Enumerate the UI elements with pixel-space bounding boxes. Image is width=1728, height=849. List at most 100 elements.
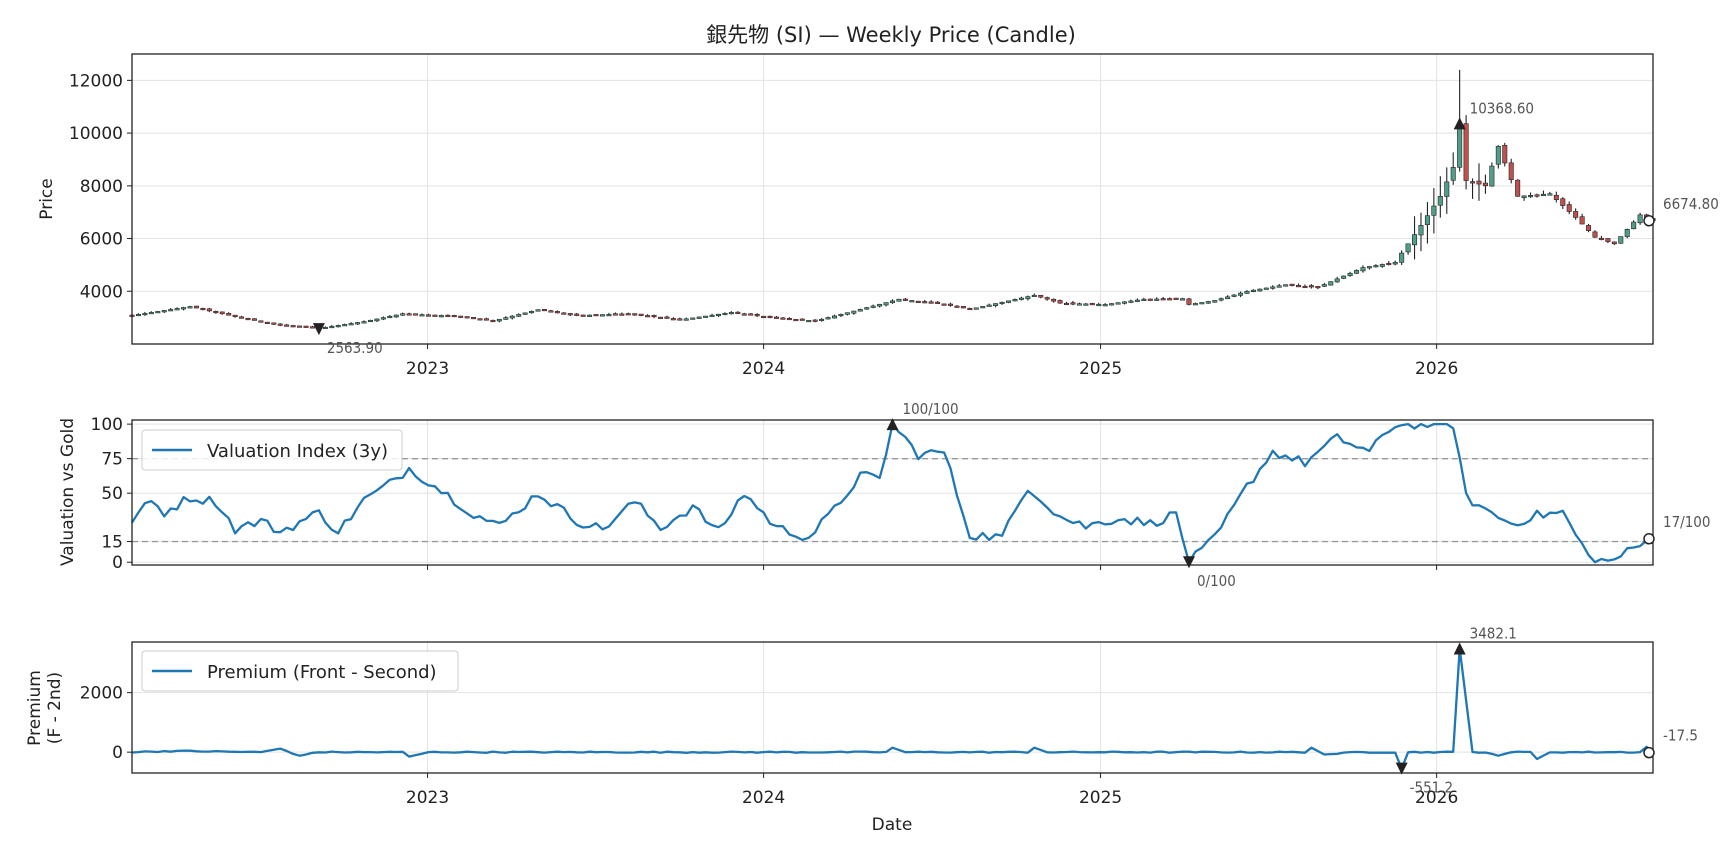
candle-body (1457, 123, 1463, 168)
max-annotation: 10368.60 (1470, 99, 1534, 117)
candle-body (554, 311, 560, 314)
candle-body (529, 311, 535, 314)
candle-body (1244, 290, 1250, 294)
candle-body (367, 319, 373, 323)
candle-body (1283, 284, 1289, 287)
candle-body (239, 316, 245, 319)
candle-body (471, 317, 477, 320)
last-annotation: 17/100 (1663, 513, 1710, 531)
candle-body (1405, 243, 1411, 253)
last-annotation: -17.5 (1663, 727, 1698, 745)
candle-body (200, 307, 206, 311)
min-marker (1395, 762, 1408, 775)
candle-body (864, 307, 870, 310)
candle-body (748, 313, 754, 316)
candle-body (651, 315, 657, 318)
price-y-tick-label: 8000 (80, 177, 123, 197)
candle-body (786, 317, 792, 321)
candle-body (844, 312, 850, 315)
candle-body (174, 308, 180, 311)
candle-body (870, 305, 876, 308)
candle-body (1025, 296, 1031, 300)
premium-y-tick-label: 0 (112, 743, 123, 763)
candle-body (561, 312, 567, 315)
candle-body (425, 314, 431, 317)
candle-body (1566, 204, 1572, 212)
premium-ylabel-line2: (F - 2nd) (45, 672, 65, 744)
candle-body (1102, 304, 1108, 307)
premium-plot-frame (131, 641, 1654, 774)
candle-body (1167, 298, 1173, 301)
candle-body (1328, 281, 1334, 286)
candle-body (277, 323, 283, 326)
candle-body (1502, 145, 1508, 164)
price-ylabel: Price (37, 178, 57, 219)
premium-x-tick-label: 2026 (1415, 788, 1458, 808)
candle-body (1096, 303, 1102, 307)
candle-body (1495, 145, 1501, 165)
valuation-legend: Valuation Index (3y) (141, 429, 403, 471)
candle-body (696, 316, 702, 319)
candle-body (1437, 196, 1443, 206)
price-grid (132, 54, 1653, 344)
candle-body (1302, 285, 1308, 289)
candle-body (1308, 285, 1314, 288)
candle-body (1553, 194, 1559, 200)
candle-body (606, 314, 612, 317)
candle-body (322, 326, 328, 330)
candle-body (335, 325, 341, 328)
chart-title: 銀先物 (SI) — Weekly Price (Candle) (706, 23, 1076, 47)
candle-body (625, 313, 631, 316)
candle-body (1064, 302, 1070, 306)
candle-body (1122, 301, 1128, 304)
candle-body (213, 311, 219, 314)
candle-body (187, 306, 193, 309)
candle-body (400, 313, 406, 316)
candle-body (1006, 300, 1012, 303)
candle-body (161, 310, 167, 313)
candle-body (1031, 294, 1037, 298)
candle-body (1083, 303, 1089, 306)
candle-body (1018, 297, 1024, 300)
candle-body (677, 318, 683, 321)
candle-body (380, 317, 386, 320)
candle-body (503, 317, 509, 320)
candle-body (1611, 241, 1617, 245)
candle-body (168, 309, 174, 312)
candle-body (342, 324, 348, 327)
candle-body (857, 309, 863, 312)
candle-body (206, 308, 212, 312)
min-annotation: 2563.90 (327, 339, 383, 357)
candle-body (1508, 162, 1514, 180)
premium-xlabel: Date (872, 815, 913, 835)
candle-body (896, 298, 902, 302)
candle-body (889, 300, 895, 304)
candle-body (722, 312, 728, 316)
candle-body (1012, 299, 1018, 302)
candle-body (909, 300, 915, 303)
price-y-tick-label: 12000 (69, 71, 123, 91)
candle-body (1444, 181, 1450, 197)
candle-body (1347, 272, 1353, 277)
candle-body (1618, 236, 1624, 244)
candle-body (741, 313, 747, 316)
valuation-y-tick-label: 15 (101, 533, 123, 553)
candle-body (819, 318, 825, 321)
candle-body (587, 314, 593, 317)
candle-body (1205, 301, 1211, 304)
premium-x-tick-label: 2024 (742, 788, 785, 808)
candle-body (799, 318, 805, 321)
candle-body (1321, 284, 1327, 287)
candle-body (438, 315, 444, 318)
last-marker (1643, 215, 1655, 227)
valuation-y-tick-label: 100 (91, 415, 123, 435)
candle-body (690, 317, 696, 320)
candle-body (1592, 231, 1598, 238)
candle-body (999, 301, 1005, 305)
candle-body (264, 321, 270, 325)
candle-body (960, 306, 966, 309)
candle-body (271, 322, 277, 325)
candle-body (522, 312, 528, 315)
candle-body (1154, 298, 1160, 301)
